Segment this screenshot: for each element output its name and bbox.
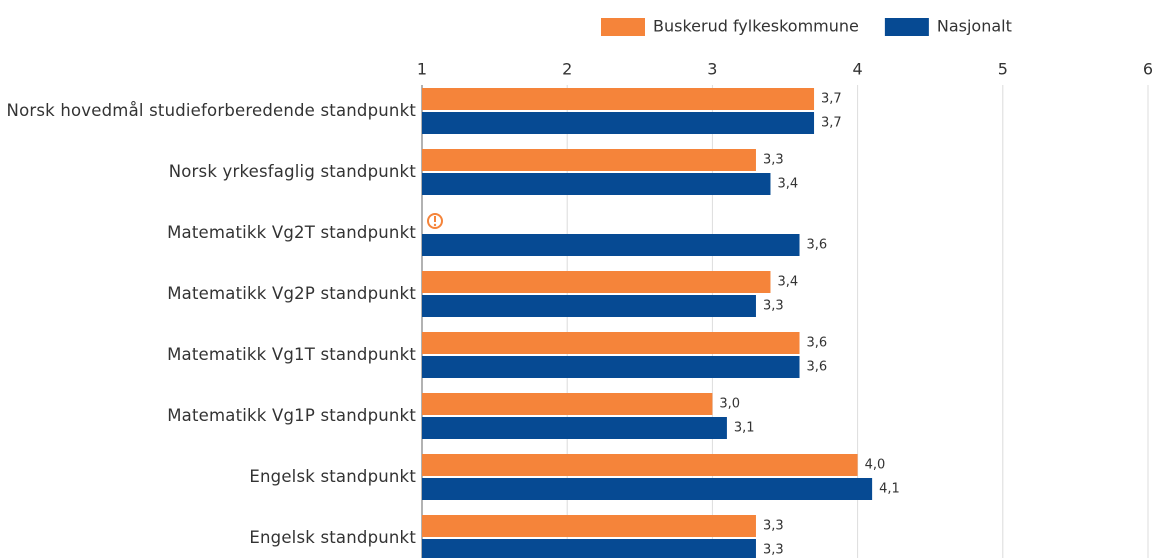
x-tick-label: 3 bbox=[707, 60, 717, 79]
data-label: 3,6 bbox=[807, 238, 828, 253]
data-label: 3,4 bbox=[777, 275, 798, 290]
bar bbox=[422, 149, 756, 171]
y-tick-label: Matematikk Vg2P standpunkt bbox=[167, 284, 416, 303]
bar bbox=[422, 332, 800, 354]
x-tick-label: 4 bbox=[853, 60, 863, 79]
data-label: 4,1 bbox=[879, 482, 900, 497]
bar bbox=[422, 539, 756, 558]
data-label: 3,3 bbox=[763, 543, 784, 558]
bar bbox=[422, 417, 727, 439]
data-label: 3,3 bbox=[763, 153, 784, 168]
warning-icon bbox=[427, 213, 443, 229]
bar bbox=[422, 478, 873, 500]
data-label: 3,7 bbox=[821, 92, 842, 107]
legend-swatch bbox=[884, 18, 929, 36]
data-label: 3,0 bbox=[719, 397, 740, 412]
y-tick-label: Matematikk Vg2T standpunkt bbox=[167, 223, 416, 242]
y-tick-label: Engelsk standpunkt bbox=[249, 467, 416, 486]
bar bbox=[422, 88, 815, 110]
data-label: 3,3 bbox=[763, 299, 784, 314]
legend-label: Nasjonalt bbox=[937, 17, 1012, 36]
bar bbox=[422, 271, 771, 293]
x-tick-label: 5 bbox=[998, 60, 1008, 79]
y-tick-label: Norsk hovedmål studieforberedende standp… bbox=[6, 101, 416, 120]
bar bbox=[422, 173, 771, 195]
x-tick-label: 2 bbox=[562, 60, 572, 79]
data-label: 3,1 bbox=[734, 421, 755, 436]
bar bbox=[422, 515, 756, 537]
legend-label: Buskerud fylkeskommune bbox=[653, 17, 859, 36]
x-tick-label: 6 bbox=[1143, 60, 1153, 79]
y-tick-label: Matematikk Vg1T standpunkt bbox=[167, 345, 416, 364]
data-label: 3,3 bbox=[763, 519, 784, 534]
data-label: 3,7 bbox=[821, 116, 842, 131]
data-label: 3,6 bbox=[807, 336, 828, 351]
bar bbox=[422, 356, 800, 378]
warning-dot bbox=[433, 223, 437, 227]
legend-swatch bbox=[601, 18, 645, 36]
data-label: 3,6 bbox=[807, 360, 828, 375]
y-tick-label: Matematikk Vg1P standpunkt bbox=[167, 406, 416, 425]
data-label: 3,4 bbox=[777, 177, 798, 192]
bar bbox=[422, 454, 858, 476]
bar bbox=[422, 393, 713, 415]
bar bbox=[422, 234, 800, 256]
bar bbox=[422, 112, 815, 134]
bar bbox=[422, 295, 756, 317]
y-tick-label: Engelsk standpunkt bbox=[249, 528, 416, 547]
x-tick-label: 1 bbox=[417, 60, 427, 79]
data-label: 4,0 bbox=[865, 458, 886, 473]
y-tick-label: Norsk yrkesfaglig standpunkt bbox=[168, 162, 416, 181]
